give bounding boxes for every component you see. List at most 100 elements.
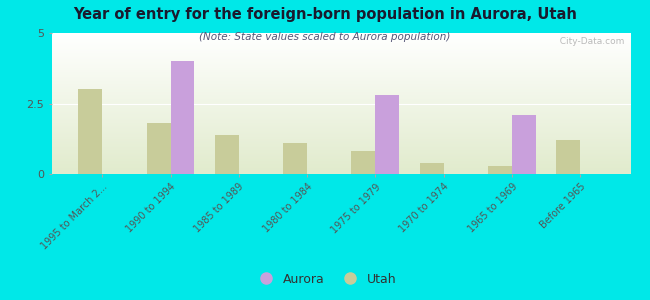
Bar [52, 128, 630, 129]
Bar [52, 173, 630, 174]
Bar [52, 40, 630, 41]
Bar [52, 93, 630, 94]
Bar [376, 95, 399, 174]
Bar [52, 94, 630, 95]
Bar [52, 166, 630, 167]
Bar [52, 53, 630, 54]
Bar [52, 47, 630, 48]
Bar [488, 166, 512, 174]
Bar [52, 162, 630, 163]
Bar [52, 76, 630, 77]
Bar [170, 61, 194, 174]
Bar [52, 138, 630, 139]
Bar [52, 113, 630, 114]
Bar [52, 154, 630, 155]
Bar [52, 36, 630, 37]
Bar [52, 77, 630, 78]
Bar [52, 129, 630, 130]
Bar [52, 122, 630, 123]
Bar [52, 140, 630, 141]
Bar [52, 83, 630, 84]
Bar [52, 87, 630, 88]
Text: Year of entry for the foreign-born population in Aurora, Utah: Year of entry for the foreign-born popul… [73, 8, 577, 22]
Bar [52, 158, 630, 159]
Bar [52, 82, 630, 83]
Bar [52, 169, 630, 170]
Bar [52, 79, 630, 80]
Bar [52, 160, 630, 161]
Bar [52, 141, 630, 142]
Bar [52, 64, 630, 65]
Bar [52, 92, 630, 93]
Bar [52, 85, 630, 86]
Bar [52, 54, 630, 55]
Bar [52, 84, 630, 85]
Bar [52, 105, 630, 106]
Bar [52, 116, 630, 117]
Bar [52, 114, 630, 115]
Bar [52, 142, 630, 143]
Bar [52, 99, 630, 100]
Bar [52, 137, 630, 138]
Bar [52, 55, 630, 56]
Bar [352, 152, 376, 174]
Bar [52, 165, 630, 166]
Bar [52, 68, 630, 69]
Bar [52, 66, 630, 67]
Bar [556, 140, 580, 174]
Bar [52, 172, 630, 173]
Bar [52, 106, 630, 107]
Bar [52, 111, 630, 112]
Bar [52, 110, 630, 111]
Bar [78, 89, 102, 174]
Bar [52, 57, 630, 58]
Bar [52, 134, 630, 135]
Bar [52, 61, 630, 62]
Bar [52, 39, 630, 40]
Bar [215, 134, 239, 174]
Bar [52, 125, 630, 126]
Bar [52, 75, 630, 76]
Bar [52, 157, 630, 158]
Bar [52, 90, 630, 91]
Bar [52, 156, 630, 157]
Bar [52, 48, 630, 49]
Bar [52, 98, 630, 99]
Bar [52, 144, 630, 145]
Bar [52, 41, 630, 42]
Bar [52, 168, 630, 169]
Bar [52, 126, 630, 127]
Bar [52, 100, 630, 101]
Bar [52, 139, 630, 140]
Bar [52, 170, 630, 171]
Bar [52, 103, 630, 104]
Bar [52, 107, 630, 108]
Bar [52, 145, 630, 146]
Bar [52, 46, 630, 47]
Bar [52, 118, 630, 119]
Bar [52, 163, 630, 164]
Bar [52, 95, 630, 96]
Bar [52, 119, 630, 120]
Bar [52, 80, 630, 81]
Bar [52, 88, 630, 89]
Bar [52, 108, 630, 109]
Legend: Aurora, Utah: Aurora, Utah [248, 268, 402, 291]
Bar [52, 43, 630, 44]
Bar [52, 62, 630, 63]
Bar [52, 149, 630, 150]
Bar [52, 161, 630, 162]
Bar [52, 121, 630, 122]
Bar [52, 151, 630, 152]
Text: City-Data.com: City-Data.com [554, 37, 625, 46]
Bar [52, 58, 630, 59]
Bar [52, 96, 630, 97]
Bar [52, 171, 630, 172]
Bar [52, 74, 630, 75]
Text: (Note: State values scaled to Aurora population): (Note: State values scaled to Aurora pop… [200, 32, 450, 41]
Bar [52, 63, 630, 64]
Bar [52, 97, 630, 98]
Bar [147, 123, 170, 174]
Bar [52, 152, 630, 153]
Bar [52, 147, 630, 148]
